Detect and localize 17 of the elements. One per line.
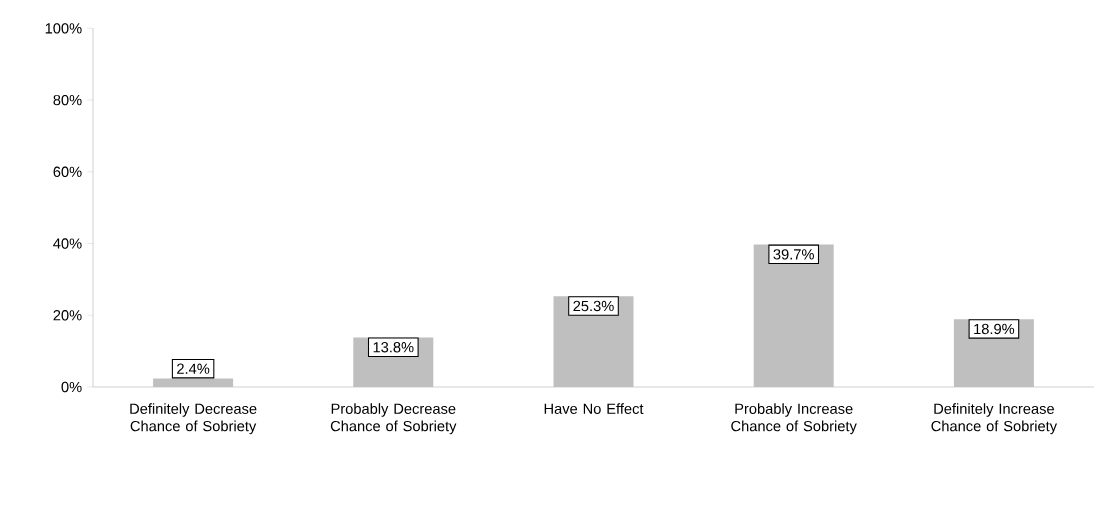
y-tick-label: 60% xyxy=(53,166,82,177)
x-tick-label: Have No Effect xyxy=(544,403,644,414)
y-tick-label: 80% xyxy=(53,94,82,106)
data-label: 13.8% xyxy=(373,342,414,353)
y-tick-label: 0% xyxy=(61,381,82,393)
x-tick-label: Definitely Decrease Chance of Sobriety xyxy=(130,403,257,435)
y-tick-label: 100% xyxy=(45,23,82,34)
data-label: 2.4% xyxy=(177,363,210,374)
data-label: 39.7% xyxy=(773,249,814,260)
x-tick-label: Probably Decrease Chance of Sobriety xyxy=(330,403,457,435)
data-label: 18.9% xyxy=(974,323,1015,335)
bar xyxy=(753,244,834,387)
data-label: 25.3% xyxy=(573,300,614,312)
x-tick-label: Probably Increase Chance of Sobriety xyxy=(731,403,857,435)
y-tick-label: 20% xyxy=(53,310,82,321)
y-tick-label: 40% xyxy=(53,238,82,249)
x-tick-label: Definitely Increase Chance of Sobriety xyxy=(931,403,1058,435)
